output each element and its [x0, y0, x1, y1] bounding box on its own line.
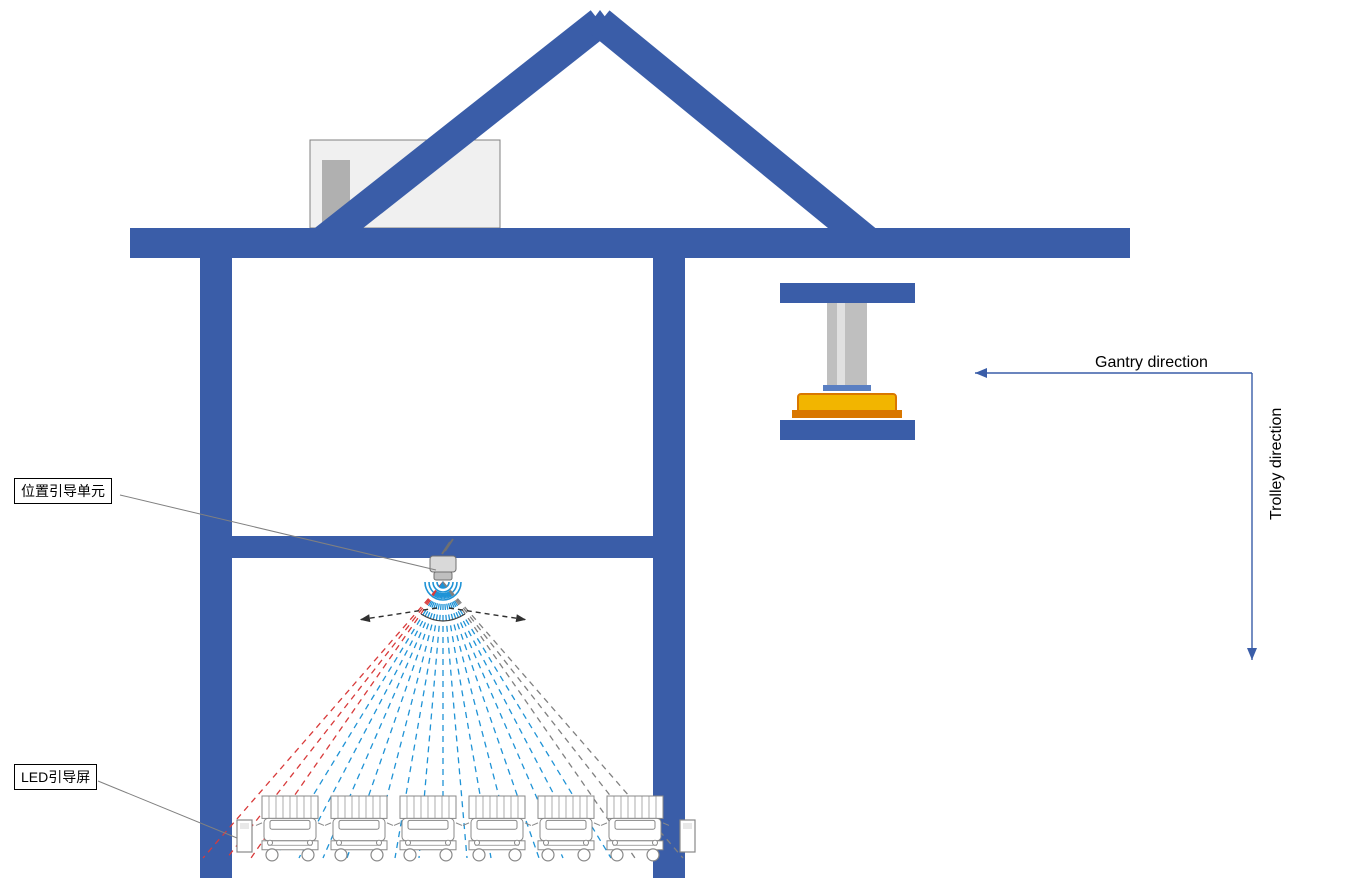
trolley-arrow-head [1247, 648, 1257, 660]
piston [823, 303, 871, 391]
truck [394, 796, 462, 861]
trolley-box [780, 283, 915, 303]
sweep-arrow [449, 608, 526, 620]
spreader-base [780, 420, 915, 440]
left-leg [200, 258, 232, 878]
right-led-box-screen [683, 823, 692, 829]
crane-diagram [0, 0, 1354, 884]
sweep-arrow-head [516, 614, 526, 622]
gantry-arrow-head [975, 368, 987, 378]
right-leg [653, 258, 685, 878]
callout-line-pgu [120, 495, 436, 570]
cross-beam [232, 536, 653, 558]
spreader-lip [792, 410, 902, 418]
sweep-arrow-head [360, 614, 370, 622]
trolley-direction-label: Trolley direction [1268, 408, 1286, 520]
position-guide-unit-label: 位置引导单元 [14, 478, 112, 504]
top-beam [130, 228, 1130, 258]
left-led-box-screen [240, 823, 249, 829]
led-screen-label: LED引导屏 [14, 764, 97, 790]
truck [256, 796, 324, 861]
aframe-right [590, 10, 879, 254]
truck [463, 796, 531, 861]
sweep-arrow [360, 608, 437, 620]
truck [325, 796, 393, 861]
truck [532, 796, 600, 861]
gantry-direction-label: Gantry direction [1095, 354, 1208, 372]
